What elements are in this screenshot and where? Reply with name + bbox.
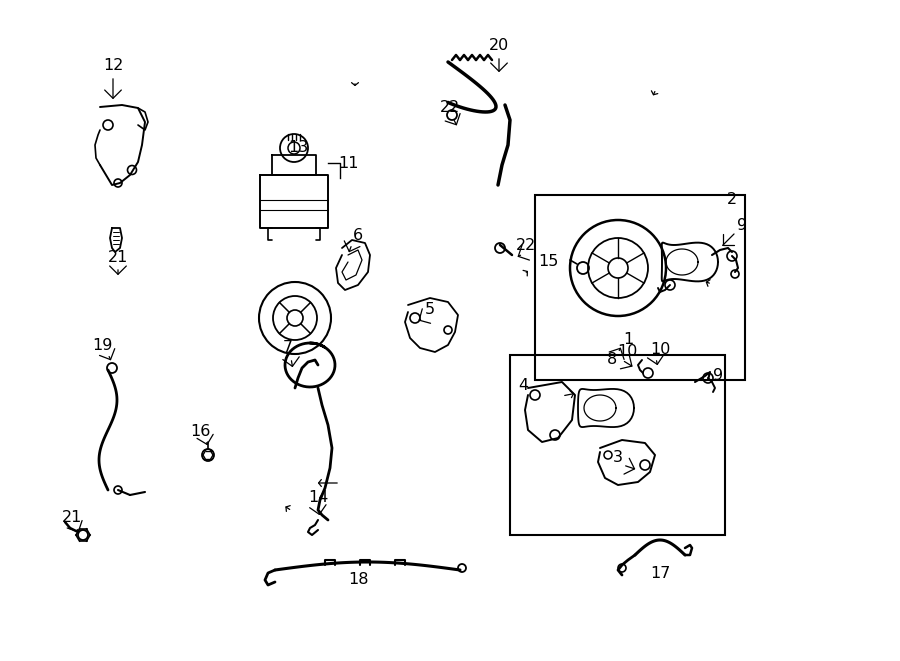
Text: 9: 9 [737,217,747,233]
Text: 6: 6 [353,227,363,243]
Text: 22: 22 [516,237,536,253]
Text: 12: 12 [103,58,123,73]
Text: 15: 15 [538,254,558,270]
Text: 22: 22 [440,100,460,116]
Text: 13: 13 [288,141,308,155]
Text: 14: 14 [308,490,328,504]
Text: 1: 1 [623,332,633,348]
Text: 21: 21 [62,510,82,525]
Text: 9: 9 [713,368,723,383]
Text: 16: 16 [190,424,211,440]
Text: 10: 10 [616,344,637,360]
Text: 10: 10 [650,342,670,358]
Text: 7: 7 [283,340,293,356]
Bar [535,195,745,380]
Text: 4: 4 [518,377,528,393]
Text: 17: 17 [650,566,670,580]
Text: 8: 8 [607,352,617,368]
Text: 3: 3 [613,451,623,465]
Text: 21: 21 [108,251,128,266]
Text: 2: 2 [727,192,737,208]
Text: 19: 19 [92,338,112,352]
Text: 5: 5 [425,303,435,317]
Text: 11: 11 [338,155,358,171]
Text: 18: 18 [347,572,368,588]
Text: 20: 20 [489,38,509,52]
Bar [510,355,725,535]
